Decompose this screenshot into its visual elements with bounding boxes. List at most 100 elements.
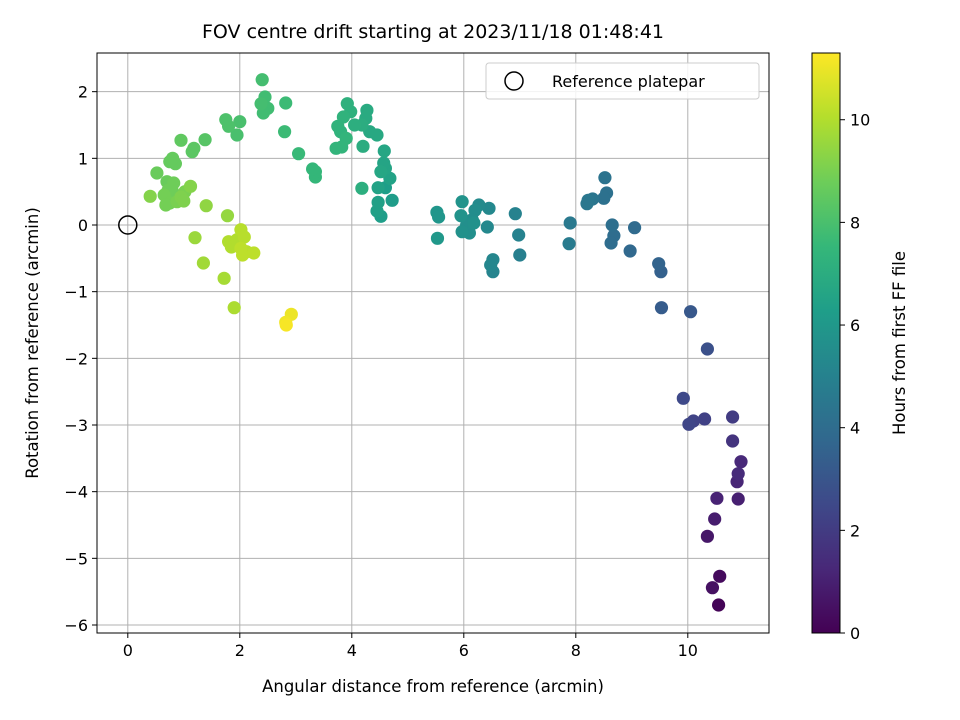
data-point [455,225,469,239]
data-point [508,207,522,221]
x-tick-label: 8 [571,641,581,660]
data-point [355,181,369,195]
x-tick-label: 0 [123,641,133,660]
data-point [278,125,292,139]
data-point [708,512,722,526]
colorbar-label: Hours from first FF file [890,251,909,435]
data-point [432,210,446,224]
data-point [712,598,726,612]
data-point [605,218,619,232]
y-tick-label: 1 [78,149,88,168]
data-point [279,96,293,110]
data-point [676,391,690,405]
data-point [598,171,612,185]
data-point [348,118,362,132]
data-point [374,165,388,179]
data-point [188,231,202,245]
data-point [513,248,527,262]
data-point [580,197,594,211]
data-point [143,189,157,203]
data-point [177,194,191,208]
data-point [159,198,173,212]
data-point [377,144,391,158]
data-point [227,301,241,315]
plot-frame [96,52,770,634]
colorbar-tick-label: 8 [850,213,860,232]
data-point [597,191,611,205]
data-point [234,241,248,255]
y-tick-label: −3 [64,416,88,435]
chart-title: FOV centre drift starting at 2023/11/18 … [202,21,664,43]
x-tick-label: 2 [235,641,245,660]
data-point [185,145,199,159]
data-point [652,257,666,271]
colorbar-gradient [811,52,841,634]
legend-reference-icon [504,71,524,91]
data-point [217,271,231,285]
data-point [292,147,306,161]
x-tick-label: 6 [459,641,469,660]
data-point [150,166,164,180]
x-tick-label: 10 [678,641,698,660]
data-point [454,209,468,223]
data-point [734,455,748,469]
colorbar-tick-label: 0 [850,624,860,643]
data-point [174,133,188,147]
legend: Reference platepar [485,62,760,100]
data-point [340,97,354,111]
data-point [700,342,715,356]
colorbar-ticks: 0 2 4 6 8 10 [840,111,870,643]
data-point [604,236,618,250]
data-point [356,139,370,153]
data-point [306,162,320,176]
data-point [255,73,269,87]
data-point [467,216,481,230]
y-tick-label: −1 [64,283,88,302]
data-point [726,410,740,424]
data-point [247,246,261,260]
data-point [220,209,235,223]
data-point [455,195,469,209]
x-tick-label: 4 [347,641,357,660]
y-tick-label: −5 [64,549,88,568]
data-point [726,434,740,448]
data-point [233,115,247,129]
data-point [628,221,642,235]
scatter-points [143,73,748,612]
data-point [682,417,696,431]
data-point [684,305,698,319]
y-tick-label: 0 [78,216,88,235]
data-point [623,244,637,258]
y-tick-label: 2 [78,83,88,102]
data-point [563,216,577,230]
colorbar-tick-label: 6 [850,316,860,335]
colorbar-tick-label: 4 [850,419,860,438]
data-point [430,231,445,245]
data-point [199,199,213,213]
data-point [700,529,715,543]
reference-platepar-marker [118,215,138,235]
data-point [329,141,343,155]
data-point [230,128,244,142]
data-point [196,256,210,270]
data-point [705,581,720,595]
data-point [480,220,494,234]
colorbar-tick-label: 10 [850,111,870,130]
data-point [482,201,496,215]
data-point [654,301,669,315]
y-tick-label: −4 [64,483,88,502]
data-point [279,318,293,332]
data-point [385,193,399,207]
data-point [198,133,212,147]
data-point [562,237,576,251]
data-point [371,195,385,209]
colorbar: 0 2 4 6 8 10 Hours from first FF file [811,52,909,643]
data-point [698,412,712,426]
data-point [163,155,177,169]
data-point [237,230,251,244]
data-point [710,491,724,505]
data-point [731,492,745,506]
data-point [713,569,727,583]
data-point [331,119,345,133]
